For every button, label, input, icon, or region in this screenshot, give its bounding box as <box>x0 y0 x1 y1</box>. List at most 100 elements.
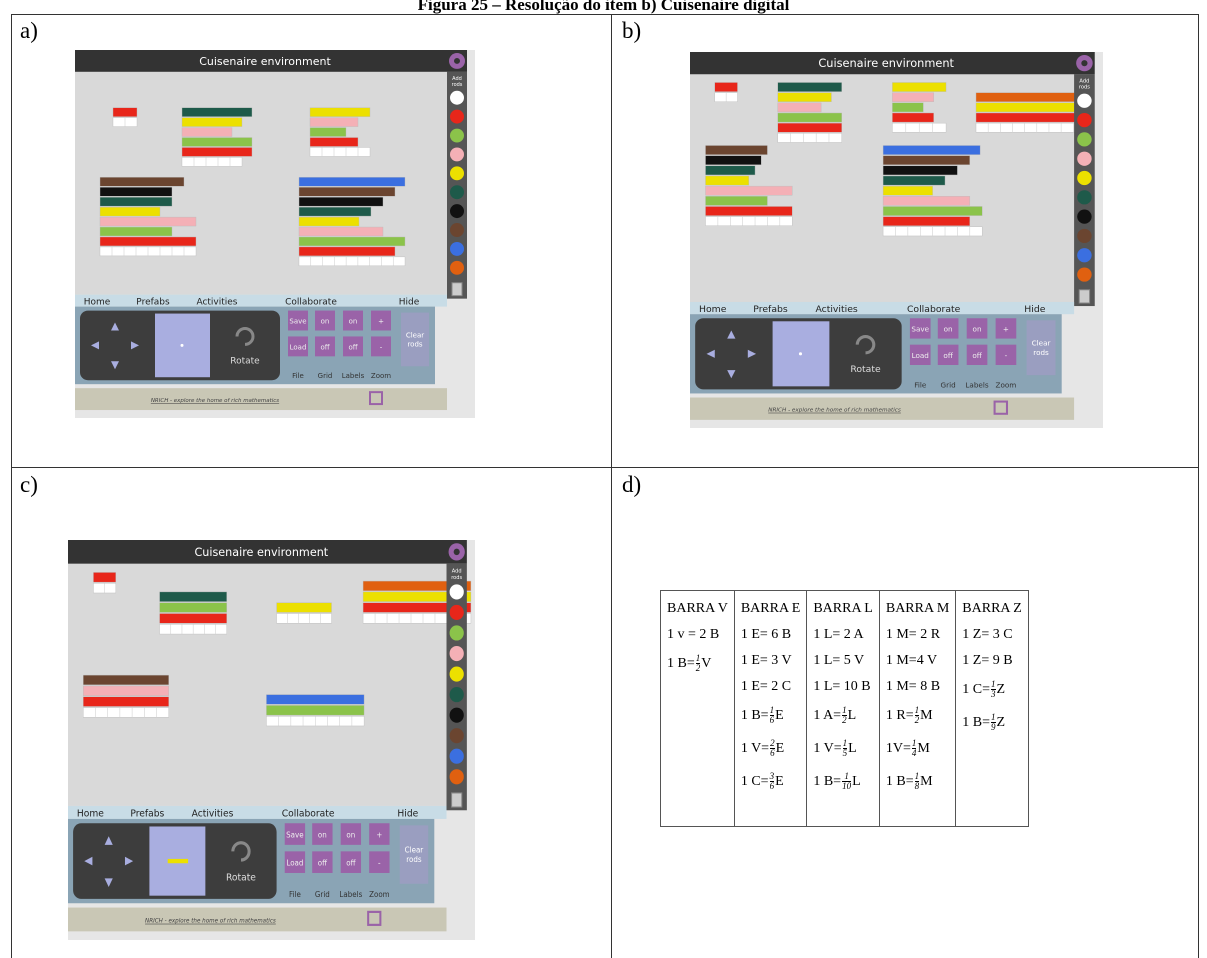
nav-item: Prefabs <box>136 298 170 308</box>
relation-unit: Z <box>997 682 1006 697</box>
rod <box>705 206 792 215</box>
nav-bar <box>68 806 447 819</box>
relation-prefix: 1 C= <box>741 774 769 789</box>
rod <box>310 128 346 137</box>
relation-unit: M <box>920 708 932 723</box>
rod <box>778 123 842 132</box>
relation: 1 E= 6 B <box>741 625 801 651</box>
nav-item: Activities <box>196 298 237 308</box>
nav-item: Hide <box>1024 304 1045 315</box>
nav-item: Collaborate <box>282 809 335 820</box>
preview-rod <box>168 859 188 863</box>
load-label: Load <box>912 351 929 360</box>
add-rods: Add <box>452 568 462 574</box>
add-rods: rods <box>452 82 463 88</box>
save-label: Save <box>286 830 304 839</box>
fraction-relation: 1 B=12V <box>667 651 728 684</box>
rod <box>182 157 242 166</box>
rod <box>705 186 792 195</box>
rod <box>705 156 761 165</box>
table-column: BARRA L1 L= 2 A1 L= 5 V1 L= 10 B1 A=12L1… <box>807 591 880 827</box>
clear-label: Clear <box>1032 339 1051 348</box>
rod <box>883 206 982 215</box>
relation-unit: M <box>920 774 932 789</box>
fraction: 16 <box>770 706 775 725</box>
rod-swatch <box>1077 132 1091 146</box>
rod <box>883 145 980 154</box>
relation-unit: E <box>775 774 784 789</box>
relation-prefix: 1 B= <box>886 774 914 789</box>
fraction: 36 <box>770 772 775 791</box>
rod <box>705 166 755 175</box>
rod-swatch <box>450 223 464 237</box>
rod <box>778 103 821 112</box>
denominator: 2 <box>915 716 920 725</box>
relation-prefix: 1 B= <box>962 715 990 730</box>
rod-swatch <box>450 625 464 640</box>
denominator: 4 <box>912 749 917 758</box>
settings-icon-hole <box>1081 60 1087 66</box>
rod-swatch <box>450 242 464 256</box>
rod <box>182 138 252 147</box>
relation-prefix: 1 R= <box>886 708 914 723</box>
fraction: 12 <box>915 706 920 725</box>
rod <box>277 603 332 613</box>
denominator: 9 <box>991 723 996 732</box>
zoom-caption: Zoom <box>369 890 389 899</box>
relation: 1 Z= 9 B <box>962 651 1022 677</box>
grid-on-label: on <box>318 830 327 839</box>
rod <box>100 237 196 246</box>
fraction-relation: 1 B=19Z <box>962 710 1022 743</box>
clear-label: rods <box>1033 348 1049 357</box>
labels-caption: Labels <box>342 372 365 380</box>
rod <box>976 123 1085 132</box>
denominator: 8 <box>915 782 920 791</box>
grid-off-label: off <box>943 351 953 360</box>
rod <box>299 247 395 256</box>
panel-label: d) <box>622 472 641 498</box>
relation-prefix: 1 C= <box>962 682 990 697</box>
rod <box>160 614 227 624</box>
settings-icon-hole <box>454 549 460 555</box>
rod <box>299 257 405 266</box>
rod <box>100 197 172 206</box>
clear-label: rods <box>406 855 421 864</box>
border <box>11 467 1199 468</box>
rod <box>100 227 172 236</box>
rod <box>892 103 923 112</box>
grid-on-label: on <box>944 325 953 334</box>
relation-prefix: 1V= <box>886 741 911 756</box>
nav-item: Activities <box>815 304 858 315</box>
relation: 1 E= 3 V <box>741 651 801 677</box>
rod <box>299 187 395 196</box>
fraction: 12 <box>842 706 847 725</box>
rod-swatch <box>450 166 464 180</box>
rod <box>976 103 1085 112</box>
rod-swatch <box>1077 152 1091 166</box>
grid-caption: Grid <box>941 380 956 389</box>
nav-item: Collaborate <box>285 298 337 308</box>
denominator: 6 <box>770 749 775 758</box>
nav-item: Activities <box>192 809 234 820</box>
fraction-relation: 1 A=12L <box>813 703 873 736</box>
rod <box>299 207 371 216</box>
rod <box>778 133 842 142</box>
grid-caption: Grid <box>318 372 333 380</box>
zoom-in-label: + <box>1003 325 1009 334</box>
rod <box>883 166 957 175</box>
rod-swatch <box>450 147 464 161</box>
rod <box>310 108 370 117</box>
clear-label: Clear <box>405 845 425 854</box>
save-label: Save <box>289 318 306 326</box>
rod <box>299 237 405 246</box>
add-rods: rods <box>1079 85 1090 91</box>
rod <box>892 82 946 91</box>
denominator: 6 <box>770 782 775 791</box>
denominator: 5 <box>843 749 848 758</box>
rod <box>310 138 358 147</box>
rod <box>705 196 767 205</box>
rod <box>892 113 933 122</box>
